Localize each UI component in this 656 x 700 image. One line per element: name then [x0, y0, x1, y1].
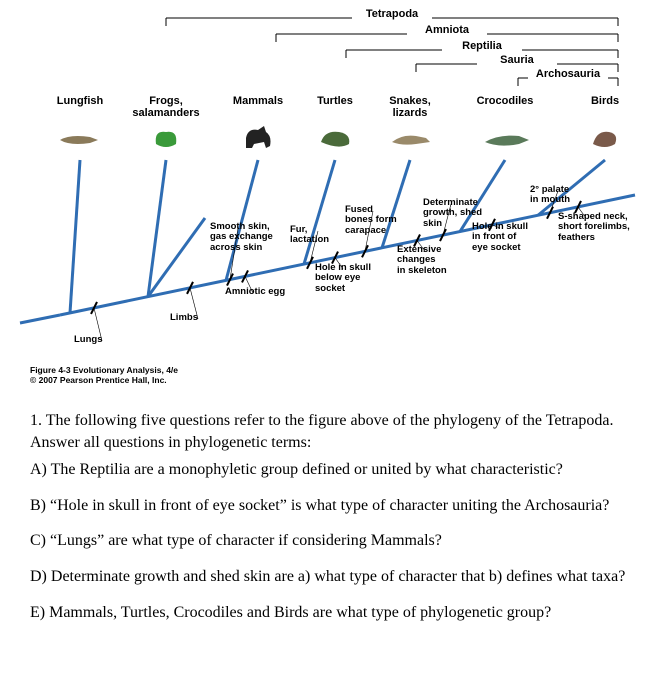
trait-6: Fusedbones formcarapace — [345, 205, 397, 236]
taxon-croc: Crocodiles — [465, 95, 545, 107]
taxon-lizard: Snakes,lizards — [370, 95, 450, 119]
page: { "tree": { "background_color": "#ffffff… — [0, 0, 656, 700]
trait-2: Amniotic egg — [225, 287, 285, 297]
clade-reptilia: Reptilia — [442, 40, 522, 52]
taxon-dog: Mammals — [218, 95, 298, 107]
credit-line2: © 2007 Pearson Prentice Hall, Inc. — [30, 375, 178, 385]
clade-sauria: Sauria — [477, 54, 557, 66]
taxon-bird: Birds — [565, 95, 645, 107]
question-b: B) “Hole in skull in front of eye socket… — [52, 495, 630, 517]
questions-block: 1. The following five questions refer to… — [30, 410, 630, 637]
taxon-turtle: Turtles — [295, 95, 375, 107]
trait-9: Hole in skullin front ofeye socket — [472, 222, 528, 253]
questions-intro: 1. The following five questions refer to… — [30, 410, 630, 453]
question-d: D) Determinate growth and shed skin are … — [52, 566, 630, 588]
trait-11: S-shaped neck,short forelimbs,feathers — [558, 212, 630, 243]
figure-credit: Figure 4-3 Evolutionary Analysis, 4/e © … — [30, 365, 178, 385]
question-a: A) The Reptilia are a monophyletic group… — [52, 459, 630, 481]
trait-10: 2° palatein mouth — [530, 185, 570, 206]
question-c: C) “Lungs” are what type of character if… — [52, 530, 630, 552]
clade-tetrapoda: Tetrapoda — [352, 8, 432, 20]
trait-7: Extensivechangesin skeleton — [397, 245, 447, 276]
clade-amniota: Amniota — [407, 24, 487, 36]
taxon-frog: Frogs,salamanders — [126, 95, 206, 119]
clade-archosauria: Archosauria — [528, 68, 608, 80]
trait-4: Fur,lactation — [290, 225, 329, 246]
credit-line1: Figure 4-3 Evolutionary Analysis, 4/e — [30, 365, 178, 375]
trait-3: Smooth skin,gas exchangeacross skin — [210, 222, 273, 253]
taxon-lungfish: Lungfish — [40, 95, 120, 107]
trait-0: Lungs — [74, 335, 103, 345]
trait-5: Hole in skullbelow eyesocket — [315, 263, 371, 294]
trait-1: Limbs — [170, 313, 198, 323]
question-e: E) Mammals, Turtles, Crocodiles and Bird… — [52, 602, 630, 624]
